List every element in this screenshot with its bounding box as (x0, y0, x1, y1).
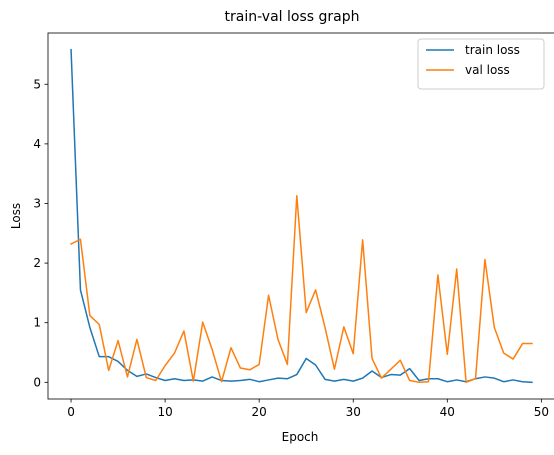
legend-box (417, 38, 545, 90)
series-line-train-loss (70, 48, 533, 384)
x-tick-label: 0 (67, 405, 75, 419)
x-tick-label: 20 (252, 405, 267, 419)
y-tick-label: 1 (33, 316, 41, 330)
legend-label: val loss (465, 63, 510, 77)
x-axis-label: Epoch (282, 430, 319, 444)
y-tick-label: 2 (33, 256, 41, 270)
x-tick-label: 40 (440, 405, 455, 419)
y-axis-label: Loss (9, 203, 23, 229)
y-axis-ticks: 0 1 2 3 4 5 (33, 77, 48, 389)
series-line-val-loss (70, 194, 533, 384)
x-tick-label: 30 (346, 405, 361, 419)
plot-area-frame (47, 32, 554, 400)
x-tick-label: 10 (157, 405, 172, 419)
plot-series-group (70, 48, 533, 384)
legend: train loss val loss (417, 38, 545, 90)
legend-label: train loss (465, 43, 520, 57)
chart-title: train-val loss graph (225, 9, 360, 25)
y-tick-label: 5 (33, 77, 41, 91)
y-tick-label: 4 (33, 137, 41, 151)
x-axis-ticks: 0 10 20 30 40 50 (67, 399, 549, 419)
y-tick-label: 0 (33, 375, 41, 389)
y-tick-label: 3 (33, 196, 41, 210)
x-tick-label: 50 (534, 405, 549, 419)
